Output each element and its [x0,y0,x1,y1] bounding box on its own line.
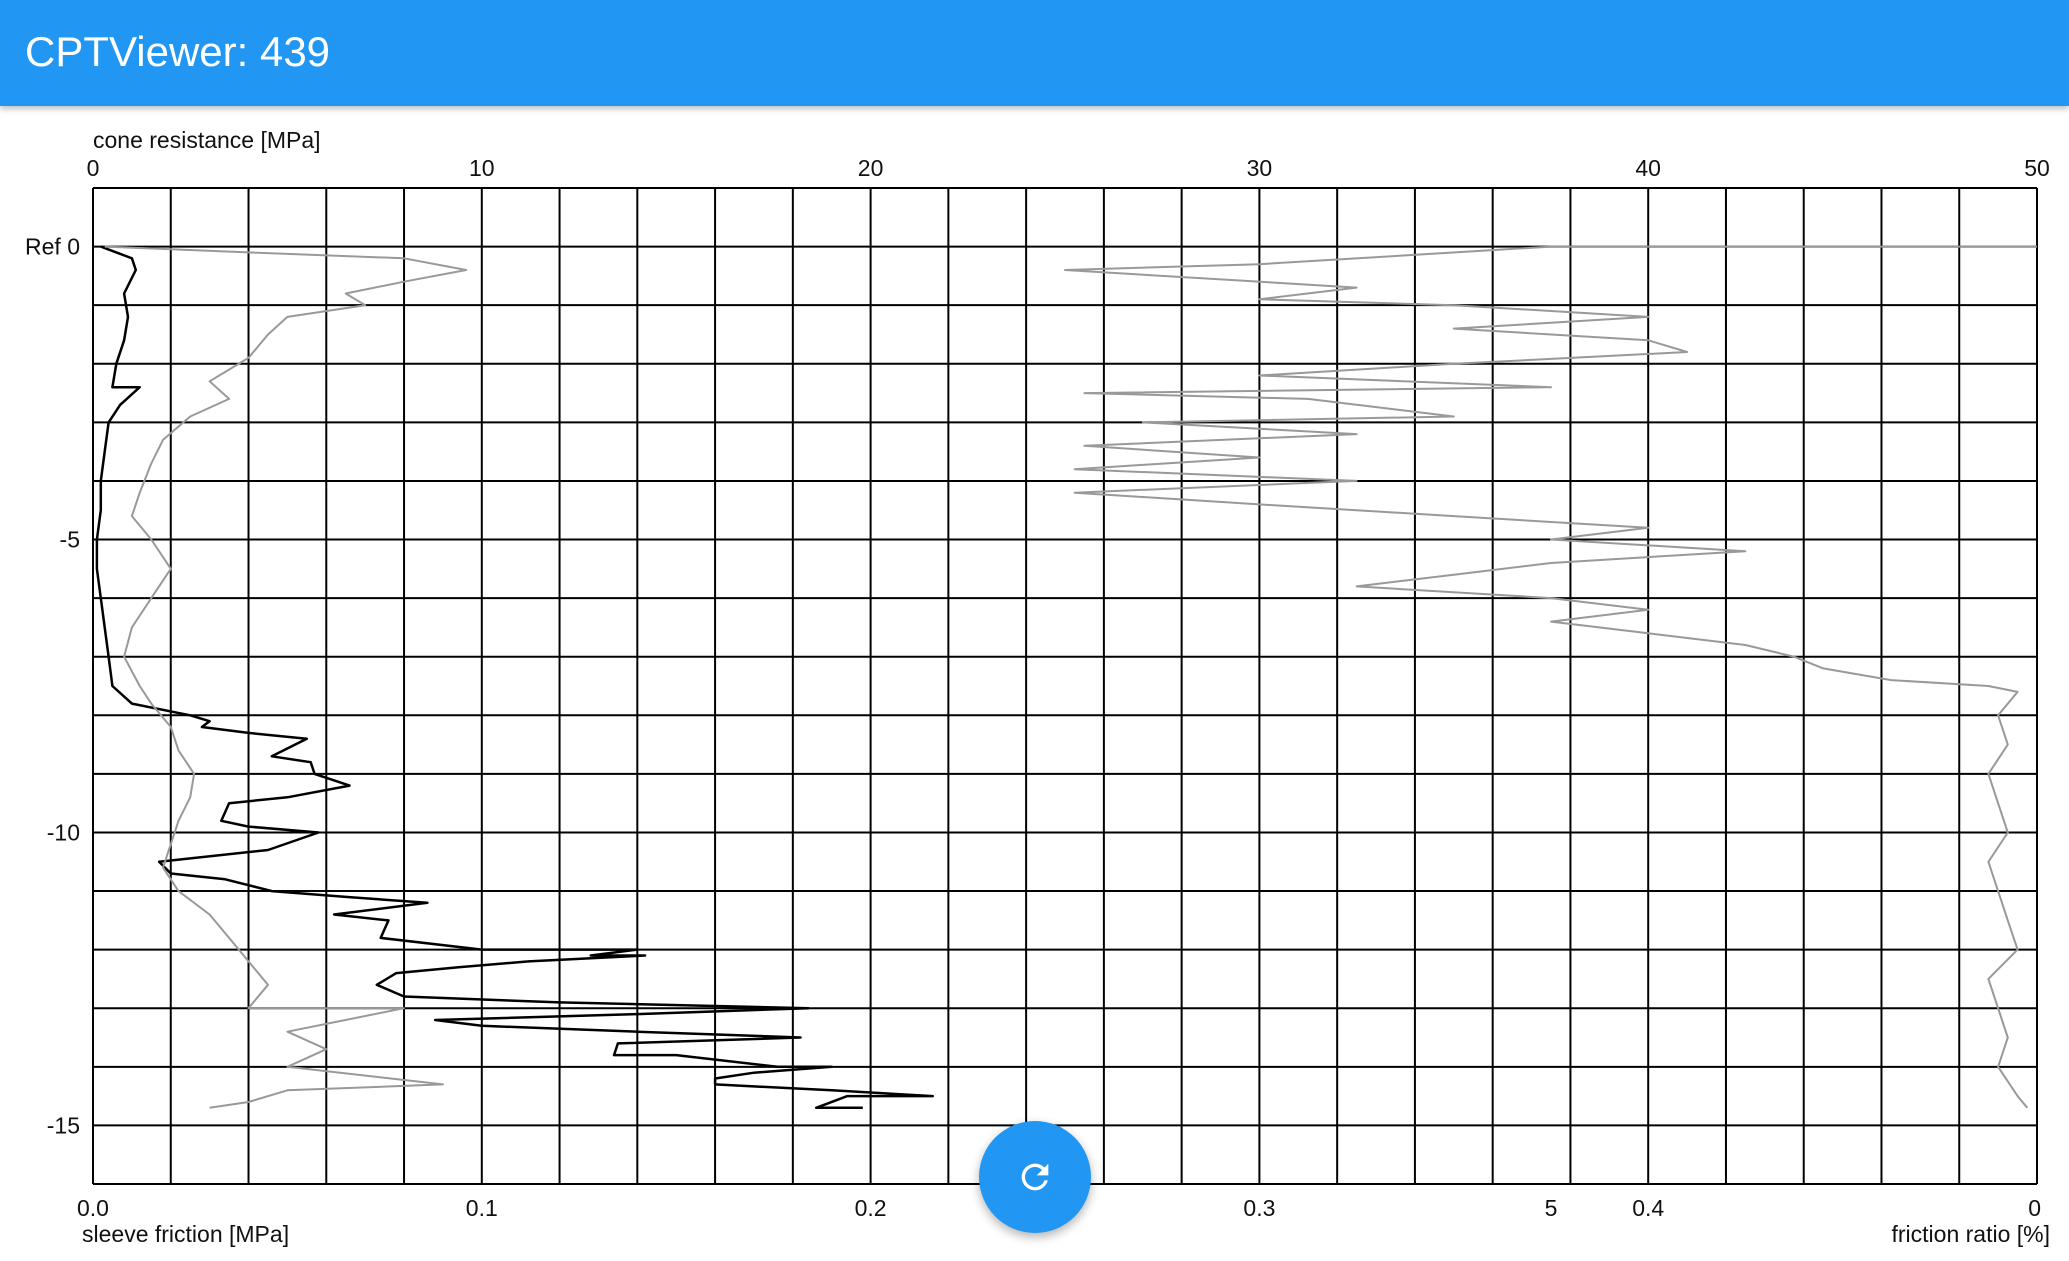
bottom-right-axis-label: friction ratio [%] [1892,1221,2051,1247]
top-axis-tick-label: 40 [1635,155,1661,181]
sleeve-friction-series [104,245,468,1109]
top-axis-tick-label: 30 [1247,155,1273,181]
bottom-left-axis-label: sleeve friction [MPa] [82,1221,289,1247]
grid [92,187,2038,1185]
refresh-icon [1021,1163,1049,1191]
top-axis-tick-label: 20 [858,155,884,181]
app-bar: CPTViewer: 439 [0,0,2069,106]
cpt-chart: cone resistance [MPa] sleeve friction [M… [25,127,2050,1247]
axis-labels: cone resistance [MPa] sleeve friction [M… [25,127,2050,1247]
series-layer [95,245,2037,1110]
depth-tick-label: -5 [60,527,80,553]
friction-ratio-series [1064,245,2037,1109]
refresh-button[interactable] [979,1121,1091,1233]
top-axis-tick-label: 50 [2024,155,2050,181]
sleeve-friction-tick-label: 0.1 [466,1195,498,1221]
top-axis-label: cone resistance [MPa] [93,127,321,153]
top-axis-tick-label: 10 [469,155,495,181]
app-title: CPTViewer: 439 [25,28,331,75]
sleeve-friction-tick-label: 0.0 [77,1195,109,1221]
sleeve-friction-tick-label: 0.2 [855,1195,887,1221]
friction-ratio-tick-label: 5 [1545,1195,1558,1221]
sleeve-friction-tick-label: 0.3 [1243,1195,1275,1221]
depth-tick-label: -15 [47,1112,80,1138]
depth-tick-label: Ref 0 [25,234,80,260]
depth-tick-label: -10 [47,819,80,845]
cpt-chart-area: cone resistance [MPa] sleeve friction [M… [0,106,2069,1256]
top-axis-tick-label: 0 [87,155,100,181]
friction-ratio-tick-label: 0 [2028,1195,2041,1221]
sleeve-friction-tick-label: 0.4 [1632,1195,1664,1221]
cone-resistance-series [95,245,935,1110]
